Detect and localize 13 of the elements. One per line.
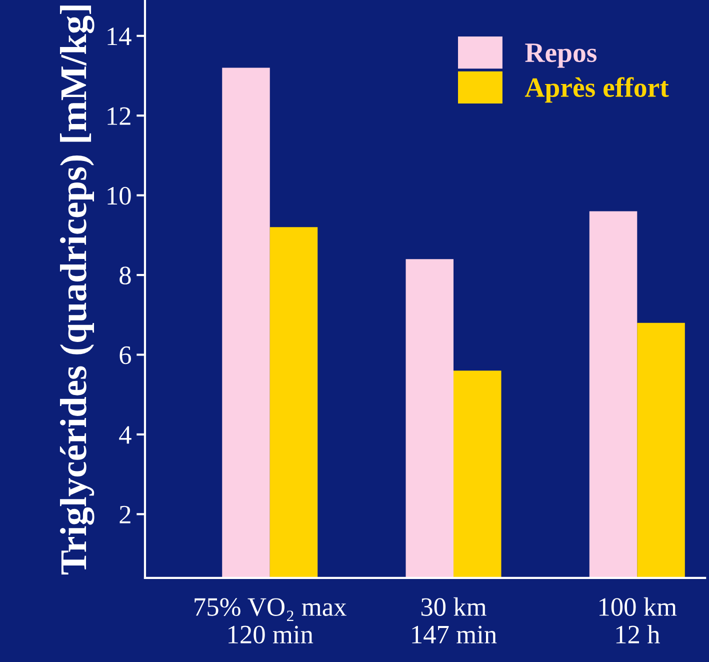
- y-tick-label: 12: [108, 107, 130, 125]
- legend-label: Après effort: [524, 77, 669, 103]
- y-tick-label: 10: [108, 186, 131, 205]
- x-tick-label: 100 km 12 h: [600, 597, 677, 644]
- x-tick-label: 75% VO₂ max 120 min: [194, 598, 346, 644]
- y-tick-label: 2: [120, 506, 130, 524]
- x-tick-label: 30 km 147 min: [412, 597, 497, 644]
- y-tick-label: 8: [120, 266, 131, 284]
- y-tick-label: 14: [108, 28, 132, 46]
- y-tick-label: 6: [120, 346, 132, 364]
- y-axis-title: Triglycérides (quadriceps) [mM/kg]: [60, 6, 94, 574]
- y-tick-label: 4: [119, 426, 132, 444]
- legend-label: Repos: [525, 44, 597, 68]
